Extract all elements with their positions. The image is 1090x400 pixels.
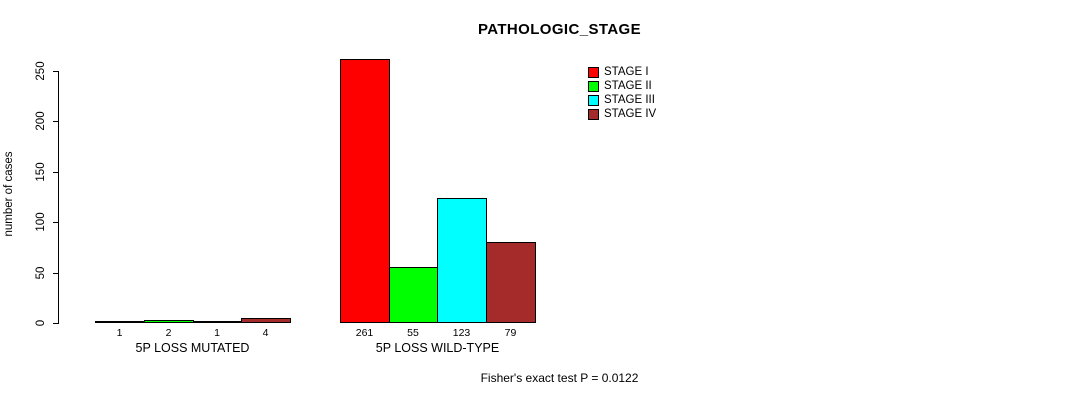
bar-5p-loss-wild-type-stage-iii xyxy=(437,198,487,323)
y-tick-mark xyxy=(53,71,59,72)
legend-label: STAGE IV xyxy=(604,108,657,120)
bar-value-label-5p-loss-wild-type-stage-ii: 55 xyxy=(407,327,419,339)
legend-label: STAGE III xyxy=(604,94,655,106)
bar-5p-loss-mutated-stage-i xyxy=(95,321,145,323)
legend-swatch-icon xyxy=(588,94,599,106)
y-tick-label: 100 xyxy=(35,212,47,232)
y-tick-mark xyxy=(53,273,59,274)
legend-swatch-icon xyxy=(588,80,599,92)
bar-value-label-5p-loss-mutated-stage-iii: 1 xyxy=(214,327,220,339)
bar-5p-loss-wild-type-stage-iv xyxy=(486,242,536,323)
y-tick-label: 150 xyxy=(35,162,47,182)
legend-item-stage-i: STAGE I xyxy=(588,65,656,79)
bar-value-label-5p-loss-wild-type-stage-iii: 123 xyxy=(452,327,471,339)
y-axis-label: number of cases xyxy=(3,151,15,237)
y-tick-mark xyxy=(53,323,59,324)
y-tick-label: 0 xyxy=(35,319,47,327)
legend-item-stage-iv: STAGE IV xyxy=(588,107,656,121)
legend-swatch-icon xyxy=(588,108,599,120)
y-tick-label: 50 xyxy=(35,266,47,280)
legend-item-stage-ii: STAGE II xyxy=(588,79,656,93)
legend-label: STAGE I xyxy=(604,66,649,78)
y-tick-mark xyxy=(53,121,59,122)
legend-label: STAGE II xyxy=(604,80,652,92)
bar-5p-loss-mutated-stage-ii xyxy=(144,320,194,323)
bar-value-label-5p-loss-mutated-stage-ii: 2 xyxy=(165,327,172,339)
bar-value-label-5p-loss-wild-type-stage-i: 261 xyxy=(355,327,374,339)
bar-5p-loss-mutated-stage-iii xyxy=(193,321,242,323)
fisher-test-annotation: Fisher's exact test P = 0.0122 xyxy=(480,371,639,385)
y-tick-mark xyxy=(53,222,59,223)
bar-5p-loss-mutated-stage-iv xyxy=(241,318,291,323)
bar-value-label-5p-loss-mutated-stage-iv: 4 xyxy=(262,327,269,339)
bar-5p-loss-wild-type-stage-i xyxy=(340,59,390,323)
bar-5p-loss-wild-type-stage-ii xyxy=(389,267,438,323)
bar-value-label-5p-loss-mutated-stage-i: 1 xyxy=(116,327,123,339)
chart-title: PATHOLOGIC_STAGE xyxy=(477,21,642,38)
y-tick-label: 250 xyxy=(35,61,47,81)
bar-value-label-5p-loss-wild-type-stage-iv: 79 xyxy=(504,327,517,339)
legend-item-stage-iii: STAGE III xyxy=(588,93,656,107)
x-category-label-5p-loss-wild-type: 5P LOSS WILD-TYPE xyxy=(375,341,500,355)
x-category-label-5p-loss-mutated: 5P LOSS MUTATED xyxy=(135,341,250,355)
y-axis-line xyxy=(58,71,59,323)
legend-swatch-icon xyxy=(588,66,599,78)
y-tick-label: 200 xyxy=(35,111,47,131)
legend: STAGE I STAGE II STAGE III STAGE IV xyxy=(588,65,656,121)
y-tick-mark xyxy=(53,172,59,173)
